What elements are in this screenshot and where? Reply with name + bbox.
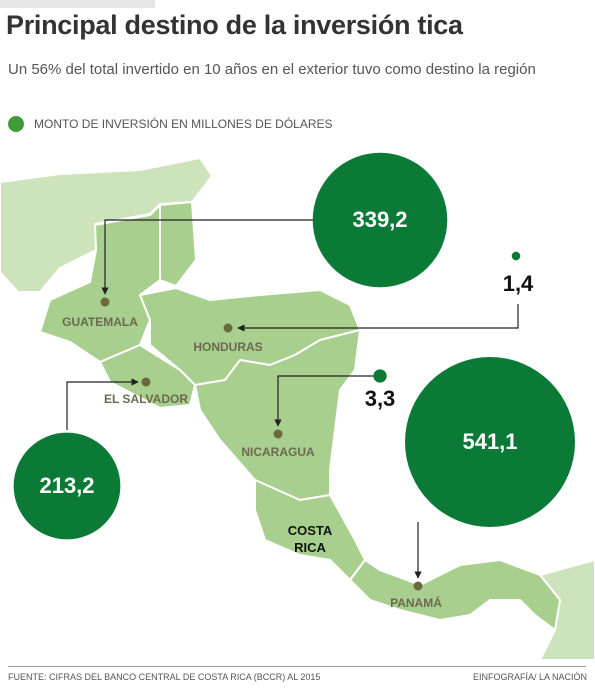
country-dot [413,581,423,591]
investment-bubble [312,152,448,288]
legend: MONTO DE INVERSIÓN EN MILLONES DE DÓLARE… [8,116,333,132]
country-label: NICARAGUA [241,445,315,459]
investment-bubble [405,357,575,527]
investment-label: 3,3 [365,386,396,411]
country-label: HONDURAS [193,340,262,354]
investment-bubble [13,432,121,540]
country-label: GUATEMALA [62,315,138,329]
title: Principal destino de la inversión tica [6,10,463,40]
investment-label: 1,4 [503,271,534,296]
legend-swatch [8,116,24,132]
country-dot [273,429,283,439]
connectors [66,219,519,579]
investment-bubble [511,251,521,261]
el-salvador [99,344,196,409]
land [0,157,595,661]
country-dot [223,323,233,333]
connector [101,219,313,295]
country-dot [100,297,110,307]
investment-bubble [373,369,387,383]
investment-label: 213,2 [39,473,94,498]
legend-label: MONTO DE INVERSIÓN EN MILLONES DE DÓLARE… [34,117,333,131]
country-label-highlight: COSTA RICA [287,523,333,555]
belize [159,201,197,287]
footer-rule [8,666,586,667]
credit: EINFOGRAFÍA/ LA NACIÓN [472,672,587,682]
top-bar [0,0,155,8]
subtitle: Un 56% del total invertido en 10 años en… [8,61,536,78]
investment-label: 339,2 [352,207,407,232]
country-label: PANAMÁ [390,595,442,610]
connector [274,375,374,427]
investment-label: 541,1 [462,429,517,454]
connector [237,304,519,332]
panama [349,559,561,631]
connector [66,378,139,430]
country-dot [141,377,151,387]
source: FUENTE: CIFRAS DEL BANCO CENTRAL DE COST… [8,672,321,682]
country-label: EL SALVADOR [104,392,188,406]
